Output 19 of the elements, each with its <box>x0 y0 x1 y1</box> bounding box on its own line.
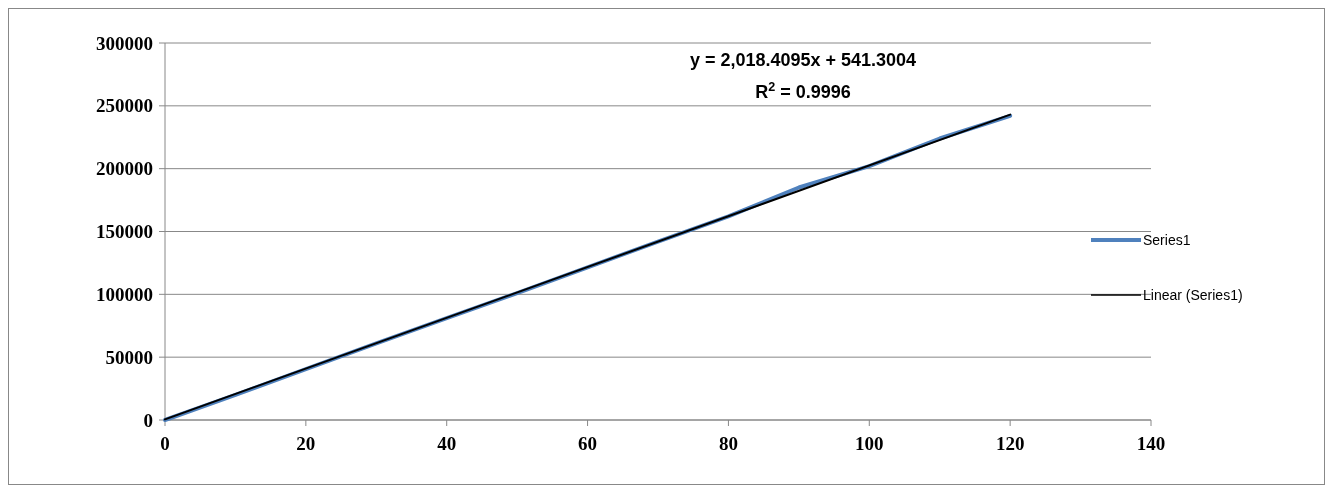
legend-label: Linear (Series1) <box>1143 286 1243 303</box>
y-tick-label: 150000 <box>96 221 153 243</box>
y-tick-label: 50000 <box>105 346 153 368</box>
y-tick-label: 100000 <box>96 283 153 305</box>
x-tick-label: 40 <box>437 433 457 454</box>
x-tick-label: 80 <box>718 433 738 454</box>
x-tick-label: 0 <box>160 433 170 454</box>
y-tick-label: 0 <box>143 409 153 431</box>
y-tick-label: 300000 <box>96 32 153 54</box>
x-tick-label: 60 <box>578 433 598 454</box>
x-tick-label: 20 <box>296 433 316 454</box>
annotation: y = 2,018.4095x + 541.3004 <box>689 50 917 70</box>
x-tick-label: 100 <box>855 433 884 454</box>
x-tick-label: 120 <box>995 433 1025 454</box>
y-tick-label: 250000 <box>96 95 153 117</box>
y-tick-label: 200000 <box>96 158 153 180</box>
annotation: R$^{2}$ = 0.9996 <box>755 80 851 102</box>
x-tick-label: 140 <box>1136 433 1166 454</box>
legend-label: Series1 <box>1143 231 1191 248</box>
